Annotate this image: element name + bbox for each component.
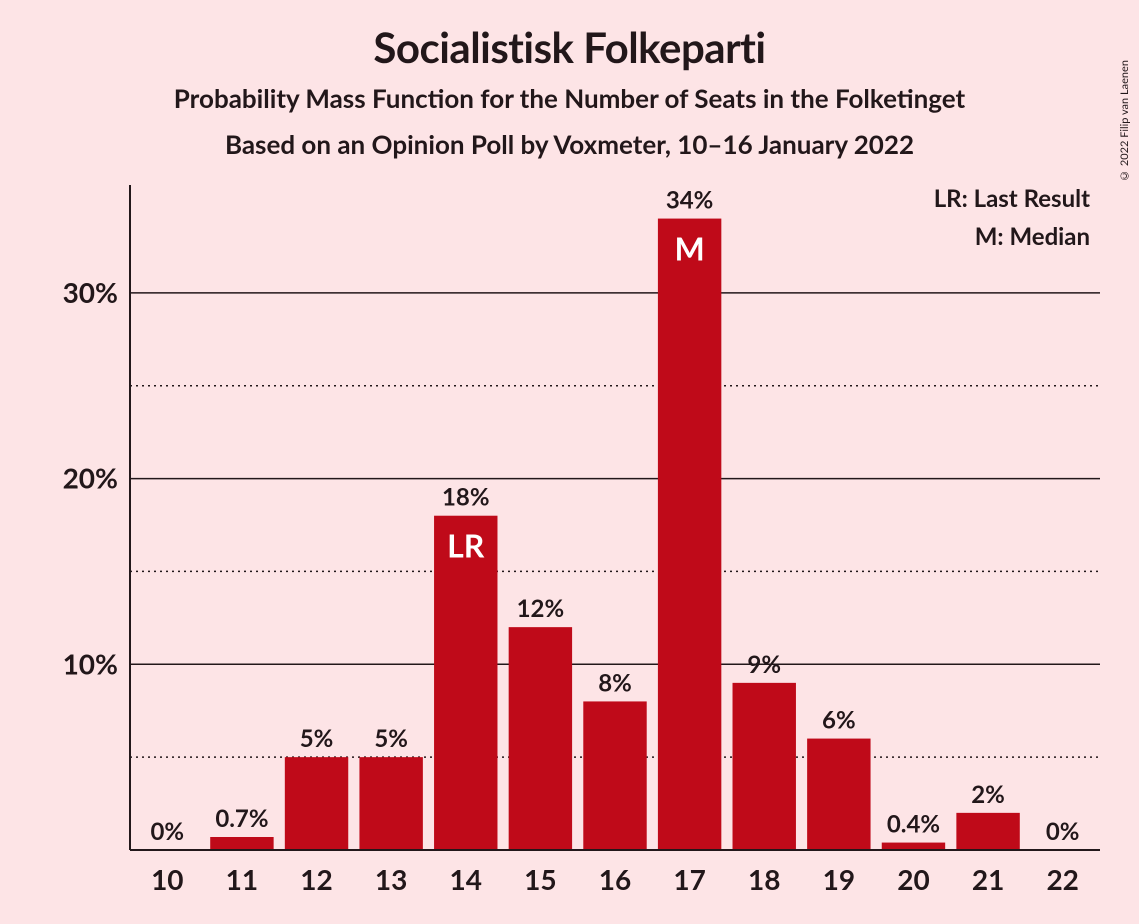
bar [882,843,945,850]
bar-annotation: LR [447,526,485,565]
x-tick-label: 10 [151,862,183,896]
chart-area: LR: Last Result M: Median 10% 20% 30% 0% 10 0… [50,180,1110,910]
bar [434,516,497,850]
x-tick-label: 19 [823,862,855,896]
x-tick-label: 13 [375,862,407,896]
y-tick-label: 20% [63,461,118,495]
x-tick-label: 20 [897,862,929,896]
bar-value-label: 0% [151,817,185,846]
x-tick-label: 15 [524,862,556,896]
x-tick-label: 22 [1046,862,1078,896]
bar-value-label: 5% [374,724,408,753]
header: Socialistisk Folkeparti Probability Mass… [0,0,1139,160]
bar [359,757,422,850]
bar [658,219,721,850]
bar-chart: 10% 20% 30% 0% 10 0.7% 11 5% 12 5% 13 18% 14 12% 15 8% 1… [50,180,1110,910]
bar-value-label: 12% [517,594,565,623]
bar-value-label: 0.4% [887,810,940,839]
bar-value-label: 5% [300,724,334,753]
legend-lr: LR: Last Result [934,180,1090,218]
bar-value-label: 0% [1046,817,1080,846]
bar-annotation: M [674,229,704,268]
legend-m: M: Median [934,218,1090,256]
bar-value-label: 8% [598,668,632,697]
chart-title: Socialistisk Folkeparti [0,22,1139,72]
bar [509,627,572,850]
bar [210,837,273,850]
bar-value-label: 9% [747,650,781,679]
chart-subtitle-1: Probability Mass Function for the Number… [0,82,1139,114]
x-tick-label: 12 [300,862,332,896]
x-tick-label: 18 [748,862,780,896]
y-tick-label: 10% [63,646,118,680]
copyright-text: © 2022 Filip van Laenen [1118,60,1131,182]
bar [807,739,870,850]
bar [956,813,1019,850]
bar [285,757,348,850]
x-tick-label: 17 [673,862,705,896]
y-tick-label: 30% [63,275,118,309]
bar [583,701,646,850]
bar-value-label: 6% [822,706,856,735]
x-tick-label: 21 [972,862,1004,896]
legend: LR: Last Result M: Median [934,180,1090,257]
bar-value-label: 2% [971,780,1005,809]
bar-value-label: 34% [666,186,714,215]
chart-subtitle-2: Based on an Opinion Poll by Voxmeter, 10… [0,128,1139,160]
x-tick-label: 16 [599,862,631,896]
bar-value-label: 18% [442,483,490,512]
bar [733,683,796,850]
x-tick-label: 11 [226,862,258,896]
bar-value-label: 0.7% [215,804,268,833]
x-tick-label: 14 [450,862,482,896]
